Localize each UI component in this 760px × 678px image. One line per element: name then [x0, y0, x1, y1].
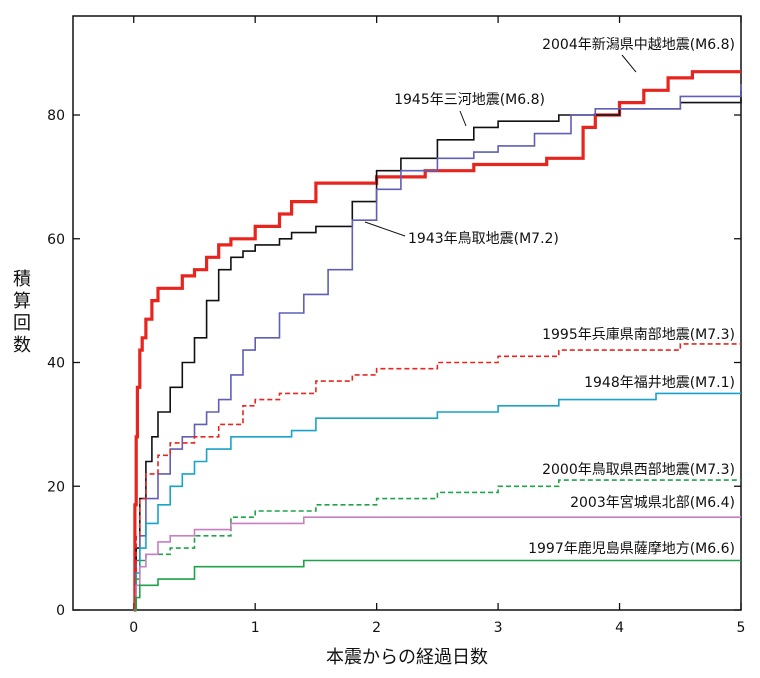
series-line-6 — [133, 479, 741, 611]
y-axis-title: 積算回数 — [13, 269, 31, 356]
y-tick-label: 0 — [56, 603, 65, 619]
series-label-leader — [364, 221, 406, 237]
series-line-5 — [133, 392, 741, 611]
series-label: 1948年福井地震(M7.1) — [584, 375, 735, 391]
y-tick-label: 20 — [47, 479, 65, 495]
y-tick-label: 40 — [47, 356, 65, 372]
x-tick-label: 1 — [251, 620, 260, 636]
x-tick-label: 3 — [494, 620, 503, 636]
series-labels: 2004年新潟県中越地震(M6.8) 1945年三河地震(M6.8) 1943年鳥取… — [364, 37, 737, 557]
series-line-3 — [133, 84, 742, 611]
series-line-2 — [133, 90, 742, 611]
series-label-bg — [540, 326, 737, 343]
series-label: 2003年宮城県北部(M6.4) — [570, 495, 735, 511]
plot-frame — [72, 15, 742, 611]
series-line-1 — [133, 70, 741, 612]
series-label: 1997年鹿児島県薩摩地方(M6.6) — [528, 540, 735, 557]
series-label: 2004年新潟県中越地震(M6.8) — [542, 37, 735, 53]
y-axis-title-char: 回 — [13, 313, 31, 334]
series-label: 1945年三河地震(M6.8) — [394, 92, 545, 108]
series-layer — [133, 70, 742, 612]
y-axis-title-char: 積 — [13, 269, 31, 290]
series-label-bg — [540, 462, 737, 478]
y-tick-label: 80 — [47, 108, 65, 124]
x-tick-label: 5 — [737, 620, 746, 636]
x-tick-label: 2 — [372, 620, 381, 636]
series-label-bg — [406, 231, 561, 247]
series-line-7 — [133, 516, 741, 611]
series-line-4 — [133, 343, 741, 611]
x-axis-title: 本震からの経過日数 — [326, 647, 488, 668]
y-axis-title-char: 数 — [13, 335, 31, 356]
series-label: 2000年鳥取県西部地震(M7.3) — [542, 462, 735, 478]
y-tick-label: 60 — [47, 232, 65, 248]
axis-ticks: 0 1 2 3 4 5 0 20 40 60 80 — [47, 16, 745, 636]
x-tick-label: 4 — [615, 620, 624, 636]
series-line-8 — [133, 559, 741, 611]
series-label: 1995年兵庫県南部地震(M7.3) — [542, 326, 735, 343]
series-label-bg — [582, 375, 737, 391]
series-label-leader — [621, 54, 637, 73]
series-label-bg — [568, 495, 737, 511]
series-label-bg — [526, 540, 737, 557]
x-tick-label: 0 — [129, 620, 138, 636]
series-label: 1943年鳥取地震(M7.2) — [408, 231, 559, 247]
y-axis-title-char: 算 — [13, 291, 31, 312]
series-label-bg — [392, 92, 547, 108]
series-label-leader — [459, 110, 467, 127]
series-label-bg — [540, 37, 737, 53]
